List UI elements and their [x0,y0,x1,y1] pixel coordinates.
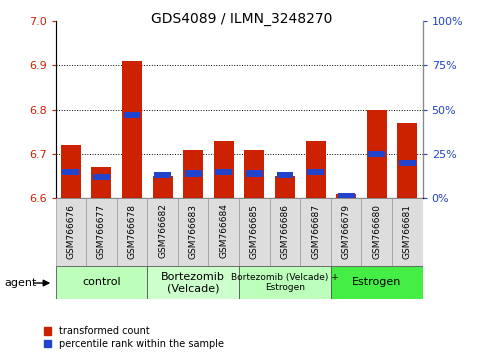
Text: GDS4089 / ILMN_3248270: GDS4089 / ILMN_3248270 [151,12,332,27]
Bar [215,169,232,175]
Text: Bortezomib (Velcade) +
Estrogen: Bortezomib (Velcade) + Estrogen [231,273,339,292]
Bar [307,169,324,175]
Text: agent: agent [5,278,37,288]
Bar [86,198,117,266]
Text: GSM766685: GSM766685 [250,204,259,259]
Bar [246,170,263,177]
Bar [398,123,417,198]
Bar [154,172,171,178]
Bar [61,145,81,198]
Text: GSM766683: GSM766683 [189,204,198,259]
Text: GSM766684: GSM766684 [219,204,228,258]
Bar [214,141,234,198]
Bar [399,160,416,166]
Bar [209,198,239,266]
Bar [361,198,392,266]
Text: GSM766678: GSM766678 [128,204,137,259]
Text: GSM766681: GSM766681 [403,204,412,259]
Bar [239,266,331,299]
Bar [338,193,355,200]
Bar [178,198,209,266]
Bar [369,151,385,157]
Text: GSM766687: GSM766687 [311,204,320,259]
Text: GSM766686: GSM766686 [281,204,289,259]
Bar [93,174,110,180]
Bar [153,176,172,198]
Bar [91,167,112,198]
Bar [275,176,295,198]
Text: Estrogen: Estrogen [352,277,401,287]
Bar [392,198,423,266]
Bar [147,266,239,299]
Bar [277,172,293,178]
Bar [56,266,147,299]
Bar [117,198,147,266]
Bar [244,149,264,198]
Text: GSM766682: GSM766682 [158,204,167,258]
Bar [147,198,178,266]
Bar [183,149,203,198]
Text: Bortezomib
(Velcade): Bortezomib (Velcade) [161,272,225,293]
Bar [331,198,361,266]
Text: GSM766680: GSM766680 [372,204,381,259]
Text: control: control [82,277,121,287]
Text: GSM766679: GSM766679 [341,204,351,259]
Bar [367,110,387,198]
Bar [239,198,270,266]
Legend: transformed count, percentile rank within the sample: transformed count, percentile rank withi… [43,326,224,349]
Bar [122,61,142,198]
Bar [331,266,423,299]
Bar [270,198,300,266]
Bar [306,141,326,198]
Text: GSM766677: GSM766677 [97,204,106,259]
Bar [56,198,86,266]
Bar [336,194,356,198]
Bar [62,169,79,175]
Bar [124,112,141,118]
Bar [300,198,331,266]
Text: GSM766676: GSM766676 [66,204,75,259]
Bar [185,170,201,177]
